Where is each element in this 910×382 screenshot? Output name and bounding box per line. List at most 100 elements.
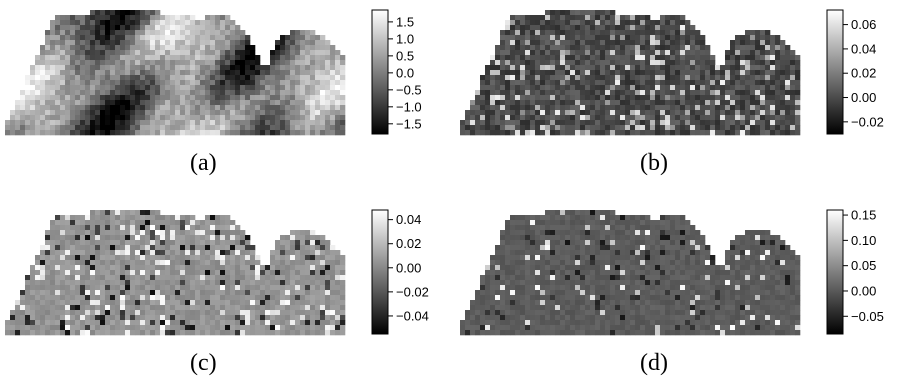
heatmap-cell bbox=[155, 240, 161, 246]
heatmap-cell bbox=[680, 230, 686, 236]
heatmap-cell bbox=[90, 70, 96, 76]
heatmap-cell bbox=[605, 45, 611, 51]
heatmap-cell bbox=[55, 65, 61, 71]
heatmap-cell bbox=[500, 120, 506, 126]
heatmap-cell bbox=[550, 230, 556, 236]
heatmap-cell bbox=[505, 55, 511, 61]
heatmap-cell bbox=[115, 60, 121, 66]
heatmap-cell bbox=[760, 55, 766, 61]
heatmap-cell bbox=[70, 255, 76, 261]
heatmap-cell bbox=[80, 60, 86, 66]
heatmap-cell bbox=[655, 235, 661, 241]
heatmap-cell bbox=[665, 115, 671, 121]
heatmap-cell bbox=[105, 315, 111, 321]
heatmap-cell bbox=[205, 215, 211, 221]
heatmap-cell bbox=[180, 230, 186, 236]
heatmap-cell bbox=[5, 120, 11, 126]
heatmap-cell bbox=[555, 265, 561, 271]
heatmap-cell bbox=[100, 10, 106, 16]
heatmap-cell bbox=[210, 260, 216, 266]
heatmap-cell bbox=[150, 230, 156, 236]
heatmap-cell bbox=[235, 90, 241, 96]
heatmap-cell bbox=[700, 65, 706, 71]
heatmap-cell bbox=[265, 80, 271, 86]
heatmap-cell bbox=[665, 50, 671, 56]
heatmap-cell bbox=[200, 255, 206, 261]
heatmap-cell bbox=[500, 270, 506, 276]
heatmap-cell bbox=[40, 95, 46, 101]
heatmap-cell bbox=[695, 30, 701, 36]
heatmap-cell bbox=[250, 325, 256, 331]
heatmap-cell bbox=[275, 325, 281, 331]
heatmap-cell bbox=[145, 115, 151, 121]
heatmap-cell bbox=[550, 240, 556, 246]
heatmap-cell bbox=[670, 65, 676, 71]
heatmap-cell bbox=[55, 285, 61, 291]
heatmap-cell bbox=[770, 85, 776, 91]
heatmap-cell bbox=[270, 330, 276, 336]
heatmap-cell bbox=[555, 35, 561, 41]
heatmap-cell bbox=[45, 245, 51, 251]
heatmap-cell bbox=[690, 65, 696, 71]
heatmap-cell bbox=[565, 55, 571, 61]
heatmap-cell bbox=[180, 300, 186, 306]
heatmap-cell bbox=[195, 280, 201, 286]
heatmap-cell bbox=[280, 85, 286, 91]
heatmap-cell bbox=[750, 105, 756, 111]
heatmap-cell bbox=[105, 325, 111, 331]
heatmap-cell bbox=[285, 250, 291, 256]
heatmap-cell bbox=[655, 115, 661, 121]
heatmap-cell bbox=[85, 115, 91, 121]
heatmap-cell bbox=[140, 230, 146, 236]
heatmap-cell bbox=[120, 330, 126, 336]
heatmap-cell bbox=[85, 285, 91, 291]
heatmap-cell bbox=[580, 265, 586, 271]
heatmap-cell bbox=[290, 70, 296, 76]
heatmap-cell bbox=[185, 225, 191, 231]
heatmap-cell bbox=[220, 55, 226, 61]
heatmap-cell bbox=[150, 300, 156, 306]
heatmap-cell bbox=[245, 65, 251, 71]
heatmap-cell bbox=[55, 255, 61, 261]
heatmap-cell bbox=[25, 285, 31, 291]
heatmap-cell bbox=[105, 290, 111, 296]
heatmap-cell bbox=[20, 330, 26, 336]
heatmap-cell bbox=[260, 80, 266, 86]
heatmap-cell bbox=[15, 130, 21, 136]
heatmap-cell bbox=[650, 90, 656, 96]
heatmap-cell bbox=[600, 40, 606, 46]
heatmap-cell bbox=[85, 55, 91, 61]
heatmap-cell bbox=[155, 30, 161, 36]
heatmap-cell bbox=[545, 95, 551, 101]
heatmap-cell bbox=[745, 265, 751, 271]
heatmap-cell bbox=[75, 75, 81, 81]
heatmap-cell bbox=[80, 110, 86, 116]
heatmap-cell bbox=[520, 275, 526, 281]
heatmap-cell bbox=[665, 130, 671, 136]
heatmap-cell bbox=[250, 100, 256, 106]
heatmap-cell bbox=[335, 95, 341, 101]
heatmap-cell bbox=[280, 235, 286, 241]
heatmap-cell bbox=[320, 80, 326, 86]
heatmap-cell bbox=[215, 105, 221, 111]
heatmap-cell bbox=[750, 30, 756, 36]
heatmap-cell bbox=[280, 125, 286, 131]
heatmap-cell bbox=[130, 250, 136, 256]
heatmap-cell bbox=[170, 130, 176, 136]
heatmap-cell bbox=[30, 325, 36, 331]
heatmap-cell bbox=[45, 315, 51, 321]
heatmap-cell bbox=[320, 255, 326, 261]
heatmap-cell bbox=[545, 265, 551, 271]
heatmap-cell bbox=[315, 100, 321, 106]
heatmap-cell bbox=[690, 40, 696, 46]
heatmap-cell bbox=[605, 105, 611, 111]
heatmap-cell bbox=[130, 70, 136, 76]
heatmap-cell bbox=[295, 85, 301, 91]
heatmap-cell bbox=[240, 320, 246, 326]
heatmap-cell bbox=[675, 50, 681, 56]
heatmap-cell bbox=[760, 65, 766, 71]
heatmap-cell bbox=[610, 30, 616, 36]
heatmap-cell bbox=[570, 220, 576, 226]
heatmap-cell bbox=[575, 120, 581, 126]
heatmap-cell bbox=[670, 45, 676, 51]
